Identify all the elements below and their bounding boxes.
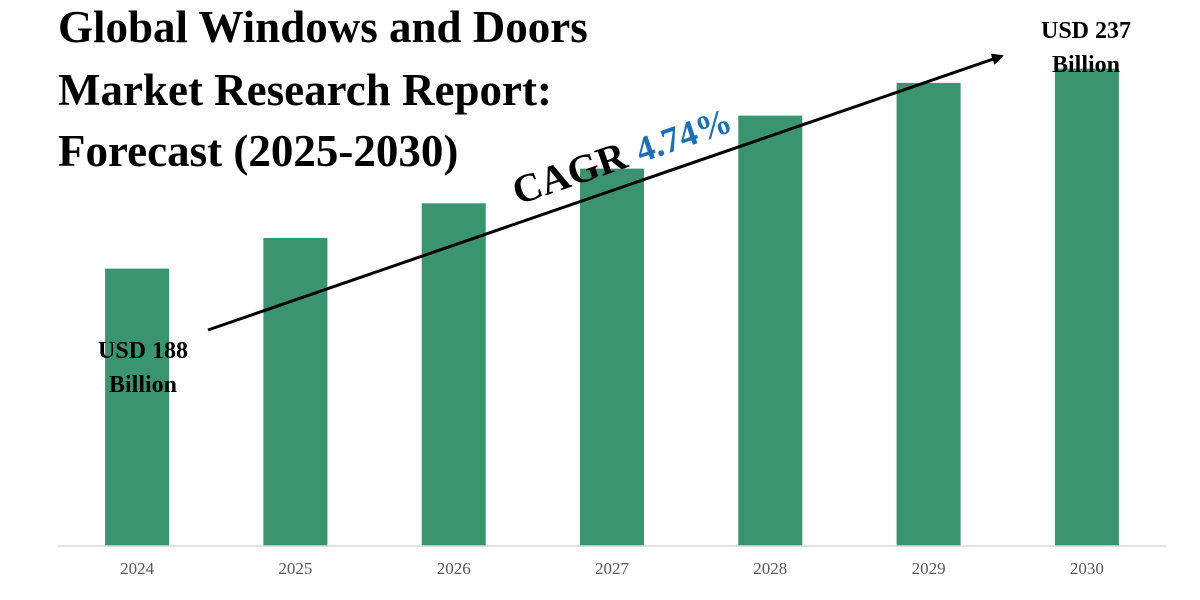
start-value-line-1: USD 188 (98, 338, 188, 364)
bar-2026 (421, 203, 486, 547)
bar-2030 (1054, 68, 1119, 546)
bar-2025 (263, 238, 328, 546)
chart-title-line-1: Global Windows and Doors (58, 2, 588, 52)
bar-2028 (738, 115, 803, 546)
x-tick-label: 2026 (437, 559, 471, 578)
end-value-line-2: Billion (1052, 52, 1120, 78)
chart-title-line-3: Forecast (2025-2030) (58, 126, 458, 176)
bar-2029 (896, 82, 961, 547)
bar-2024 (105, 268, 170, 546)
chart-title-line-2: Market Research Report: (58, 65, 552, 115)
x-tick-label: 2028 (753, 559, 787, 578)
x-tick-label: 2027 (595, 559, 630, 578)
end-value-line-1: USD 237 (1041, 18, 1131, 44)
cagr-value: 4.74% (630, 100, 737, 170)
x-tick-label: 2030 (1070, 559, 1104, 578)
x-tick-label: 2025 (278, 559, 312, 578)
growth-arrow (207, 53, 1004, 332)
x-tick-labels: 2024 2025 2026 2027 2028 2029 2030 (120, 559, 1104, 578)
bar-series (105, 68, 1119, 547)
x-tick-label: 2024 (120, 559, 155, 578)
bar-2027 (580, 168, 644, 546)
x-tick-label: 2029 (912, 559, 946, 578)
start-value-line-2: Billion (109, 372, 177, 398)
